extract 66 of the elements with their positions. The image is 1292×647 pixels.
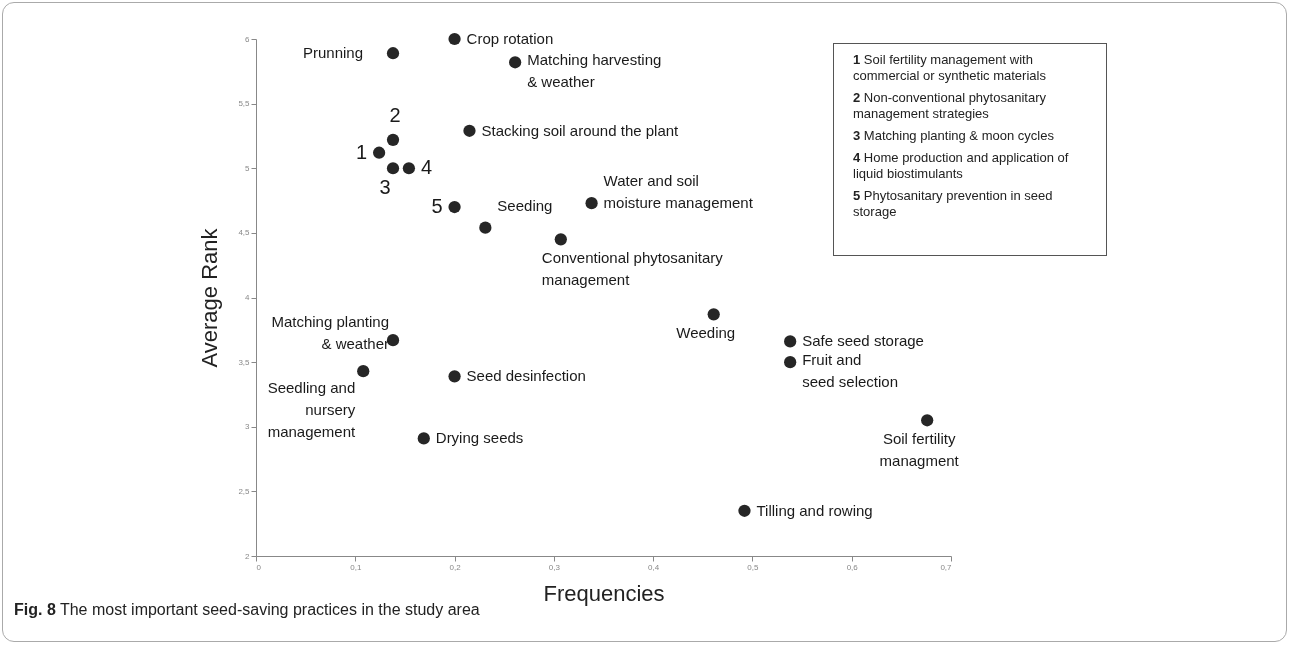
annotation: 3 [379,176,391,199]
x-tick-label: 0 [256,562,262,572]
y-tick-label: 4 [245,293,251,302]
annotation: Crop rotation [466,30,554,47]
point [707,308,720,321]
annotation: Prunning [302,44,364,62]
annotation: Safe seed storage [802,332,924,350]
annotation: Matching harvesting & weather [527,51,662,91]
point [402,162,416,175]
y-tick-label: 3 [245,422,251,432]
x-tick-label: 0,4 [648,562,660,572]
caption: Fig. 8 The most important seed-saving practices in the study area [14,601,480,619]
annotation: 5 [431,195,443,218]
point [479,221,492,234]
point [921,414,934,427]
annotation: Seeding [497,196,553,214]
point [448,370,461,383]
x-tick-label: 0,6 [846,562,859,572]
y-tick-label: 5 [245,163,251,173]
annotation: 4 Home production and application of liquid biostimulants [853,150,1070,182]
point [554,233,567,246]
y-tick-label: 2 [245,551,251,561]
y-tick-label: 3,5 [238,357,251,367]
point [784,335,797,348]
y-axis-title: Average Rank [197,227,223,368]
x-axis-title: Frequencies [543,580,665,606]
annotation: 2 [389,103,401,126]
point [417,432,430,445]
annotation: 5 Phytosanitary prevention in seed storage [853,188,1054,220]
point [372,146,386,159]
annotation: 1 Soil fertility management with commercial or synthetic materials [853,52,1047,84]
annotation: Drying seeds [435,429,524,447]
annotation: 3 Matching planting & moon cycles [853,128,1055,144]
annotation: Tilling and rowing [756,501,873,519]
annotation: 4 [420,156,433,179]
point [386,162,400,175]
point [585,197,598,210]
annotation: Fruit and seed selection [802,351,899,391]
x-tick-label: 0,2 [449,562,462,572]
point [386,47,400,60]
annotation: Seed desinfection [466,367,586,385]
annotation: Weeding [676,324,736,342]
y-tick-label: 5,5 [238,99,251,109]
y-tick-label: 6 [245,34,251,44]
annotation: Stacking soil around the plant [481,121,680,139]
annotation: 1 [355,140,368,163]
annotation: Matching planting & weather [271,313,390,353]
annotation: Water and soil moisture management [603,172,754,212]
annotation: Conventional phytosanitary management [541,249,724,289]
x-tick-label: 0,1 [350,562,362,572]
point [448,32,461,46]
annotation: Seedling and nursery management [267,379,357,441]
y-tick-label: 4,5 [238,228,251,238]
annotation: 2 Non-conventional phytosanitary management strategies [853,90,1047,122]
x-tick-label: 0,7 [940,562,953,572]
x-tick-label: 0,3 [548,562,561,572]
point [448,200,461,214]
y-tick-label: 2,5 [238,486,251,496]
annotation: Soil fertility managment [879,430,960,470]
point [509,56,522,69]
point [784,356,797,369]
point [738,504,751,517]
point [357,365,370,378]
point [386,133,400,146]
point [463,124,476,137]
x-tick-label: 0,5 [747,562,760,572]
